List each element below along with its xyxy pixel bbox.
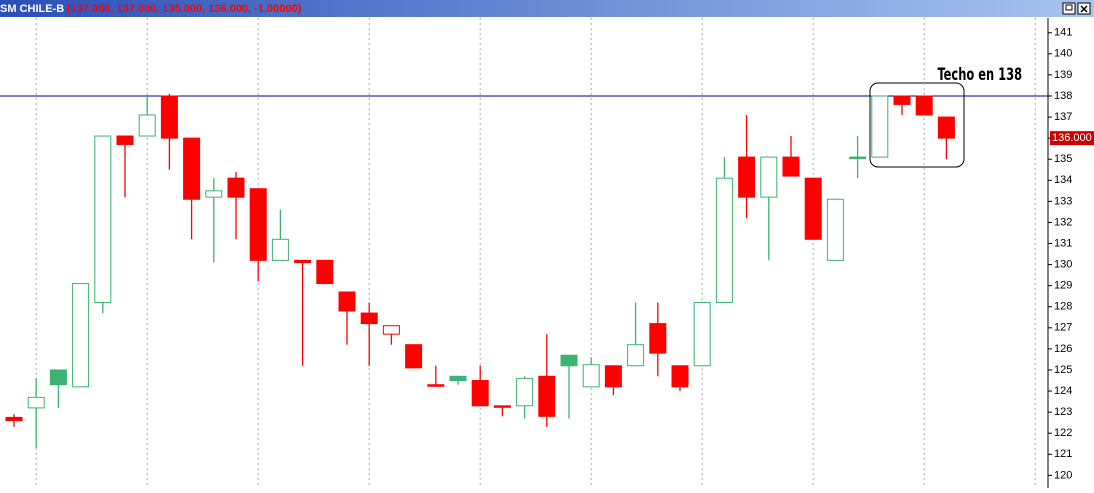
candle-body xyxy=(693,302,711,367)
candle-body xyxy=(649,323,667,354)
candle-body xyxy=(116,135,134,145)
candle-body xyxy=(316,259,334,285)
candle-body xyxy=(427,384,445,387)
candle-body xyxy=(560,354,578,367)
candle-body xyxy=(205,190,223,198)
candle-body xyxy=(271,238,289,261)
candle-body xyxy=(249,188,267,261)
candle-body xyxy=(183,137,201,200)
restore-button[interactable] xyxy=(1062,2,1076,15)
candle-body xyxy=(516,377,534,407)
candle-body xyxy=(94,135,112,304)
y-tick-label: 125 xyxy=(1054,364,1072,376)
y-tick-label: 139 xyxy=(1054,69,1072,81)
window-buttons[interactable] xyxy=(1062,2,1091,15)
candle-body xyxy=(915,95,933,116)
candle-body xyxy=(671,365,689,388)
y-tick-label: 124 xyxy=(1054,385,1072,397)
candle-body xyxy=(449,375,467,382)
chart-subtitle: (137.000, 137.000, 135.000, 136.000, -1.… xyxy=(67,3,302,15)
candle-body xyxy=(760,156,778,198)
y-tick-label: 127 xyxy=(1054,322,1072,334)
y-tick-label: 137 xyxy=(1054,111,1072,123)
candle-body xyxy=(160,95,178,139)
y-tick-label: 133 xyxy=(1054,195,1072,207)
candle-body xyxy=(782,156,800,177)
candle-body xyxy=(382,325,400,335)
candle-body xyxy=(871,95,889,158)
candle-body xyxy=(471,380,489,407)
y-tick-label: 128 xyxy=(1054,301,1072,313)
candle-body xyxy=(538,375,556,417)
y-tick-label: 120 xyxy=(1054,469,1072,481)
y-tick-label: 130 xyxy=(1054,258,1072,270)
candle-body xyxy=(627,344,645,367)
annotation: Techo en 138 xyxy=(938,64,1023,84)
y-tick-label: 132 xyxy=(1054,216,1072,228)
y-tick-label: 140 xyxy=(1054,48,1072,60)
y-tick-label: 138 xyxy=(1054,90,1072,102)
candle-body xyxy=(360,312,378,325)
candle-body xyxy=(72,283,90,388)
y-tick-label: 134 xyxy=(1054,174,1072,186)
candle-body xyxy=(738,156,756,198)
candle-body xyxy=(138,114,156,137)
y-tick-label: 129 xyxy=(1054,280,1072,292)
y-tick-label: 135 xyxy=(1054,153,1072,165)
annotation-box xyxy=(869,82,965,168)
candle-body xyxy=(294,259,312,263)
candle-body xyxy=(27,396,45,409)
y-tick-label: 131 xyxy=(1054,237,1072,249)
candle-body xyxy=(227,177,245,198)
candle-body xyxy=(937,116,955,139)
title-bar xyxy=(0,0,1094,17)
candle-body xyxy=(493,405,511,408)
chart-title: SM CHILE-B xyxy=(0,3,64,15)
candle-body xyxy=(893,95,911,105)
candle-body xyxy=(604,365,622,388)
y-tick-label: 126 xyxy=(1054,343,1072,355)
candle-body xyxy=(338,291,356,312)
y-tick-label: 141 xyxy=(1054,27,1072,39)
y-tick-label: 123 xyxy=(1054,406,1072,418)
candle-body xyxy=(5,416,23,422)
candle-body xyxy=(804,177,822,240)
y-tick-label: 122 xyxy=(1054,427,1072,439)
candle-body xyxy=(849,156,867,160)
candle-body xyxy=(826,198,844,261)
candle-body xyxy=(715,177,733,304)
candle-body xyxy=(405,344,423,369)
last-price-label: 136.000 xyxy=(1052,132,1092,144)
y-tick-label: 121 xyxy=(1054,448,1072,460)
candle-body xyxy=(582,364,600,388)
candle-body xyxy=(49,369,67,386)
last-price-box xyxy=(1050,131,1094,146)
